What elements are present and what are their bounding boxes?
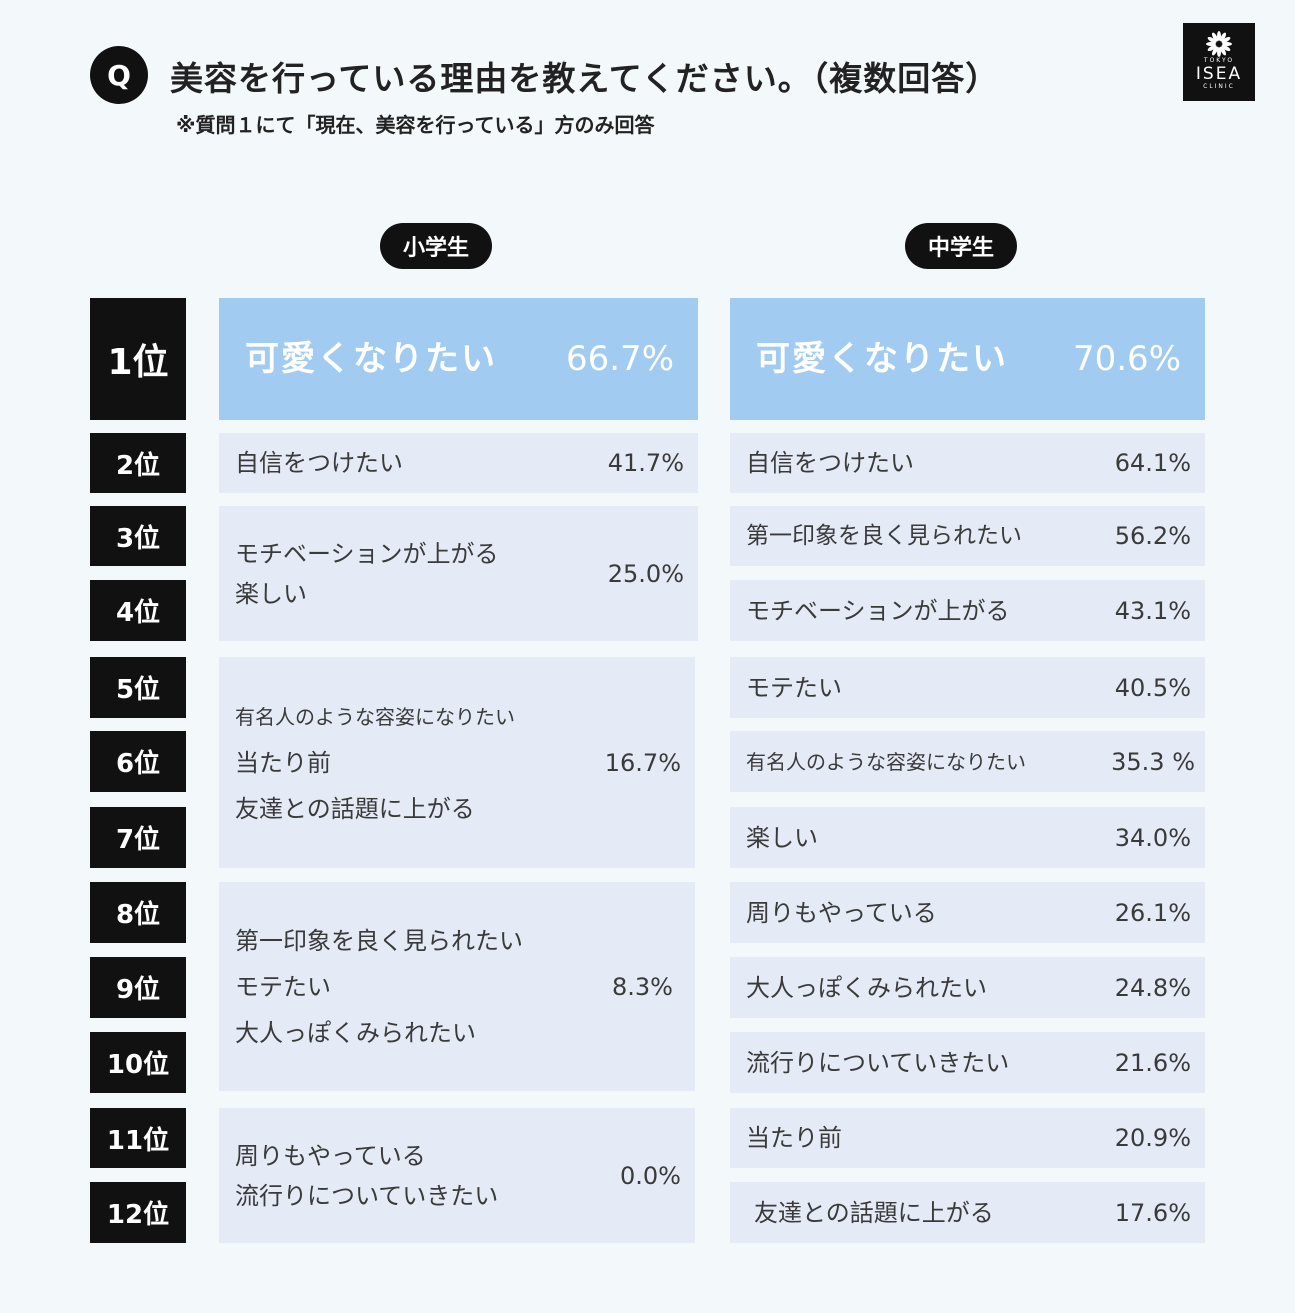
rank-label: 1位	[90, 298, 186, 420]
reason-percent: 17.6%	[1114, 1198, 1191, 1227]
column-header-elementary: 小学生	[380, 223, 492, 269]
reason-label: 当たり前	[235, 748, 331, 777]
middle-row-3: 第一印象を良く見られたい 56.2%	[730, 506, 1205, 566]
middle-row-2: 自信をつけたい 64.1%	[730, 433, 1205, 493]
reason-label: 流行りについていきたい	[746, 1048, 1010, 1077]
middle-row-1: 可愛くなりたい 70.6%	[730, 298, 1205, 420]
reason-percent: 56.2%	[1114, 522, 1191, 550]
question-mark: Q	[107, 58, 131, 92]
reason-label: 有名人のような容姿になりたい	[235, 704, 515, 729]
reason-percent: 64.1%	[1114, 449, 1191, 477]
elementary-row-2: 自信をつけたい 41.7%	[219, 433, 698, 493]
reason-percent: 43.1%	[1114, 596, 1191, 625]
reason-label: 第一印象を良く見られたい	[235, 926, 523, 955]
question-badge: Q	[90, 46, 148, 104]
reason-percent: 35.3 %	[1111, 747, 1195, 776]
reason-percent: 26.1%	[1114, 898, 1191, 927]
page-title: 美容を行っている理由を教えてください。（複数回答）	[170, 59, 1000, 98]
reason-label: 流行りについていきたい	[235, 1181, 499, 1210]
middle-row-11: 当たり前 20.9%	[730, 1108, 1205, 1168]
elementary-row-5-7: 有名人のような容姿になりたい 当たり前 友達との話題に上がる 16.7%	[219, 657, 695, 868]
reason-percent: 40.5%	[1114, 673, 1191, 702]
reason-label: 自信をつけたい	[235, 449, 403, 477]
reason-percent: 21.6%	[1114, 1048, 1191, 1077]
page-subtitle: ※質問１にて「現在、美容を行っている」方のみ回答	[176, 113, 655, 137]
rank-label: 4位	[90, 580, 186, 641]
reason-label-group: 第一印象を良く見られたい モテたい 大人っぽくみられたい	[235, 918, 612, 1056]
reason-label: 大人っぽくみられたい	[235, 1018, 476, 1047]
reason-label: 周りもやっている	[235, 1141, 426, 1170]
elementary-row-3-4: モチベーションが上がる 楽しい 25.0%	[219, 506, 698, 641]
middle-row-10: 流行りについていきたい 21.6%	[730, 1032, 1205, 1093]
reason-label: 周りもやっている	[746, 898, 937, 927]
reason-label: 友達との話題に上がる	[235, 794, 475, 823]
rank-label: 7位	[90, 807, 186, 868]
reason-label: 第一印象を良く見られたい	[746, 523, 1022, 549]
middle-row-9: 大人っぽくみられたい 24.8%	[730, 957, 1205, 1018]
elementary-row-11-12: 周りもやっている 流行りについていきたい 0.0%	[219, 1108, 695, 1243]
middle-row-5: モテたい 40.5%	[730, 657, 1205, 718]
reason-label-group: 周りもやっている 流行りについていきたい	[235, 1136, 620, 1216]
logo-isea: ISEA	[1195, 64, 1243, 84]
logo-clinic: CLINIC	[1203, 83, 1235, 90]
reason-percent: 34.0%	[1114, 823, 1191, 852]
reason-label: 楽しい	[746, 823, 818, 852]
clinic-logo: TOKYO ISEA CLINIC	[1183, 23, 1255, 101]
reason-percent: 16.7%	[604, 748, 681, 777]
reason-label: 有名人のような容姿になりたい	[746, 749, 1026, 774]
reason-percent: 8.3%	[612, 972, 673, 1001]
reason-percent: 66.7%	[565, 339, 674, 379]
reason-label: 大人っぽくみられたい	[746, 973, 987, 1002]
rank-label: 5位	[90, 657, 186, 718]
reason-label: 可愛くなりたい	[245, 339, 497, 379]
rank-label: 10位	[90, 1032, 186, 1093]
rank-label: 3位	[90, 506, 186, 566]
reason-label: 楽しい	[235, 579, 307, 608]
reason-label-group: モチベーションが上がる 楽しい	[235, 534, 608, 614]
flower-icon	[1206, 31, 1232, 57]
reason-percent: 20.9%	[1114, 1124, 1191, 1152]
middle-row-8: 周りもやっている 26.1%	[730, 882, 1205, 943]
rank-label: 2位	[90, 433, 186, 493]
middle-row-6: 有名人のような容姿になりたい 35.3 %	[730, 731, 1205, 792]
rank-label: 12位	[90, 1182, 186, 1243]
column-header-middle: 中学生	[905, 223, 1017, 269]
middle-row-7: 楽しい 34.0%	[730, 807, 1205, 868]
rank-label: 11位	[90, 1108, 186, 1168]
reason-label: 友達との話題に上がる	[754, 1198, 994, 1227]
reason-label-group: 有名人のような容姿になりたい 当たり前 友達との話題に上がる	[235, 694, 605, 832]
reason-percent: 70.6%	[1072, 339, 1181, 379]
elementary-row-1: 可愛くなりたい 66.7%	[219, 298, 698, 420]
reason-label: 当たり前	[746, 1124, 842, 1152]
reason-percent: 41.7%	[607, 449, 684, 477]
reason-label: モテたい	[746, 673, 842, 702]
elementary-row-8-10: 第一印象を良く見られたい モテたい 大人っぽくみられたい 8.3%	[219, 882, 695, 1091]
middle-row-12: 友達との話題に上がる 17.6%	[730, 1182, 1205, 1243]
reason-percent: 25.0%	[607, 559, 684, 588]
logo-tokyo: TOKYO	[1203, 57, 1235, 64]
reason-label: 自信をつけたい	[746, 449, 914, 477]
reason-label: モテたい	[235, 972, 331, 1001]
reason-percent: 24.8%	[1114, 973, 1191, 1002]
rank-label: 9位	[90, 957, 186, 1018]
reason-percent: 0.0%	[620, 1161, 681, 1190]
middle-row-4: モチベーションが上がる 43.1%	[730, 580, 1205, 641]
reason-label: モチベーションが上がる	[235, 539, 499, 568]
reason-label: モチベーションが上がる	[746, 596, 1010, 625]
reason-label: 可愛くなりたい	[756, 339, 1008, 379]
rank-label: 8位	[90, 882, 186, 943]
rank-label: 6位	[90, 731, 186, 792]
